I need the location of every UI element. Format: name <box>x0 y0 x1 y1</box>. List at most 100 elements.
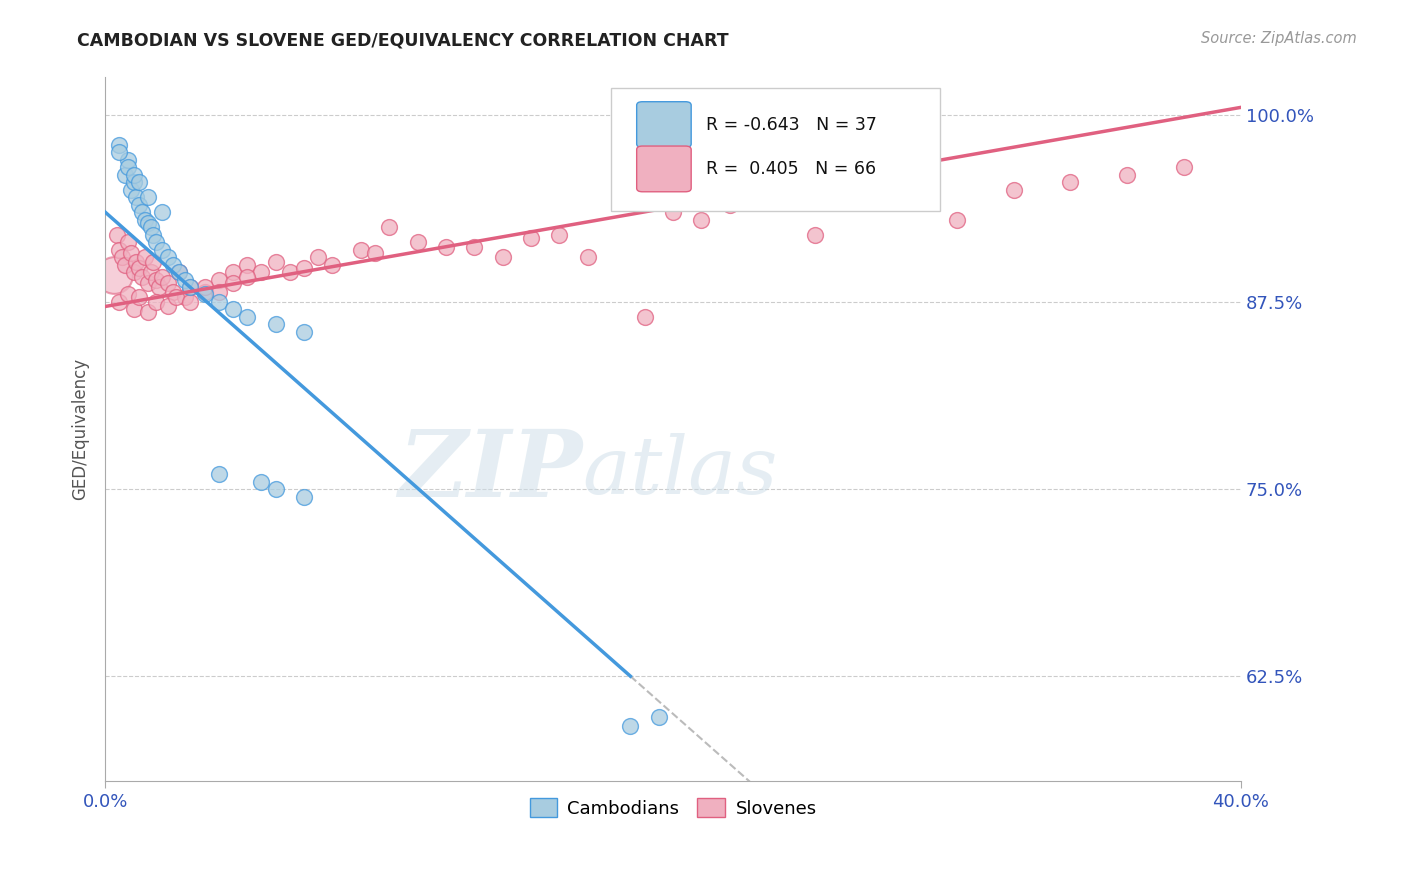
Point <box>128 260 150 275</box>
Point <box>125 254 148 268</box>
Point <box>108 145 131 160</box>
Point <box>165 291 187 305</box>
Point <box>122 265 145 279</box>
Point <box>136 216 159 230</box>
Point <box>128 291 150 305</box>
Point <box>162 258 184 272</box>
Point <box>250 475 273 489</box>
Point <box>136 190 159 204</box>
Point <box>1002 183 1025 197</box>
Legend: Cambodians, Slovenes: Cambodians, Slovenes <box>522 791 824 825</box>
Point <box>194 285 217 299</box>
Text: ZIP: ZIP <box>398 426 582 516</box>
Point <box>946 212 969 227</box>
Point <box>117 287 139 301</box>
Point <box>222 302 245 317</box>
Point <box>128 175 150 189</box>
Point <box>122 168 145 182</box>
Point <box>117 235 139 249</box>
Point <box>208 467 231 482</box>
Point <box>236 269 259 284</box>
Point <box>117 153 139 167</box>
Point <box>1116 168 1139 182</box>
Point <box>520 230 543 244</box>
Point <box>122 175 145 189</box>
Point <box>136 305 159 319</box>
Point <box>114 168 136 182</box>
Point <box>156 250 179 264</box>
Point <box>117 161 139 175</box>
Point <box>120 245 142 260</box>
Point <box>156 300 179 314</box>
Point <box>250 265 273 279</box>
Point <box>378 220 401 235</box>
Y-axis label: GED/Equivalency: GED/Equivalency <box>72 359 89 500</box>
Point <box>142 227 165 242</box>
Point <box>236 258 259 272</box>
Point <box>307 250 329 264</box>
Point <box>194 287 217 301</box>
Point <box>548 227 571 242</box>
Point <box>1059 175 1081 189</box>
Point <box>194 280 217 294</box>
Point <box>114 258 136 272</box>
Point <box>142 254 165 268</box>
Text: atlas: atlas <box>582 433 778 510</box>
Point <box>208 285 231 299</box>
Point <box>134 250 156 264</box>
Point <box>690 212 713 227</box>
Point <box>179 295 201 310</box>
Point <box>145 235 167 249</box>
Point <box>139 265 162 279</box>
Point <box>108 295 131 310</box>
Point <box>406 235 429 249</box>
Point <box>148 280 170 294</box>
Point <box>718 197 741 211</box>
Point <box>832 190 855 204</box>
FancyBboxPatch shape <box>637 146 692 192</box>
Text: R =  0.405   N = 66: R = 0.405 N = 66 <box>706 160 876 178</box>
Text: R = -0.643   N = 37: R = -0.643 N = 37 <box>706 116 877 134</box>
Point <box>150 205 173 219</box>
Point <box>292 325 315 339</box>
Point <box>208 272 231 286</box>
Point <box>150 243 173 257</box>
Point <box>264 482 287 496</box>
Text: Source: ZipAtlas.com: Source: ZipAtlas.com <box>1201 31 1357 46</box>
Point <box>136 276 159 290</box>
Point <box>131 205 153 219</box>
Point <box>804 227 827 242</box>
Point <box>111 250 134 264</box>
Point <box>125 190 148 204</box>
Point <box>145 295 167 310</box>
Point <box>156 276 179 290</box>
Point <box>278 265 301 279</box>
Point <box>173 291 195 305</box>
Point <box>108 243 131 257</box>
Point <box>222 265 245 279</box>
FancyBboxPatch shape <box>637 102 692 147</box>
Point <box>167 265 190 279</box>
Point <box>179 280 201 294</box>
Point <box>103 268 125 282</box>
Point <box>264 318 287 332</box>
Point <box>134 212 156 227</box>
Point <box>162 285 184 299</box>
Point <box>633 310 655 324</box>
Point <box>105 227 128 242</box>
FancyBboxPatch shape <box>610 88 939 211</box>
Point <box>264 254 287 268</box>
Point <box>139 220 162 235</box>
Point <box>208 295 231 310</box>
Point <box>350 243 373 257</box>
Point <box>619 718 641 732</box>
Point <box>131 269 153 284</box>
Point <box>108 137 131 152</box>
Point <box>236 310 259 324</box>
Point <box>1173 161 1195 175</box>
Point <box>662 205 685 219</box>
Point <box>122 302 145 317</box>
Point <box>173 272 195 286</box>
Point <box>292 490 315 504</box>
Point <box>364 245 387 260</box>
